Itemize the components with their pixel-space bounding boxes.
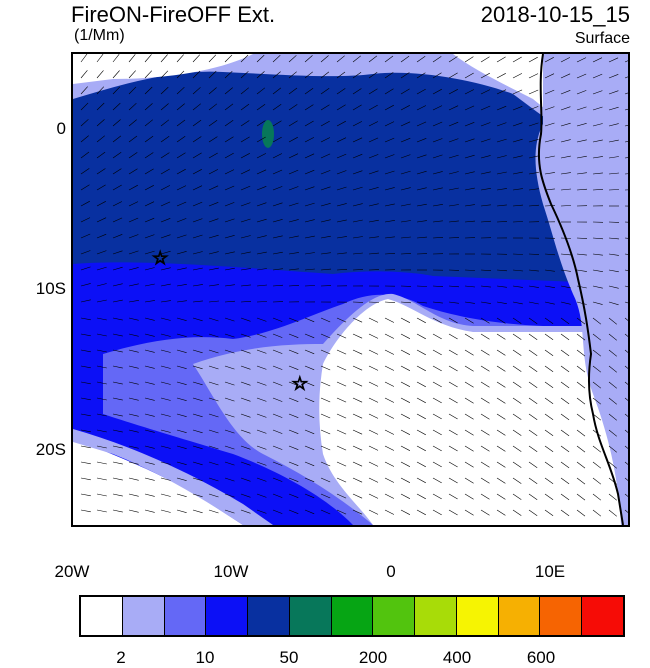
green-patch-1 <box>262 120 274 148</box>
colorbar-box-2 <box>165 597 207 635</box>
colorbar-box-6 <box>332 597 374 635</box>
colorbar-box-5 <box>290 597 332 635</box>
map-field: ☆☆ <box>73 54 628 525</box>
colorbar-box-7 <box>373 597 415 635</box>
lon-label-20w: 20W <box>42 562 102 582</box>
star-marker-2-icon: ☆ <box>292 374 308 395</box>
lat-label-0: 0 <box>16 119 66 139</box>
datetime-label: 2018-10-15_15 <box>481 2 630 28</box>
colorbar-label-400: 400 <box>432 648 482 668</box>
level-label: Surface <box>575 30 630 48</box>
colorbar-box-1 <box>123 597 165 635</box>
map-panel: ☆☆ <box>71 52 630 527</box>
star-marker-1-icon: ☆ <box>152 248 168 269</box>
colorbar-label-2: 2 <box>96 648 146 668</box>
colorbar-label-50: 50 <box>264 648 314 668</box>
lon-label-10w: 10W <box>201 562 261 582</box>
colorbar-box-4 <box>248 597 290 635</box>
plot-title: FireON-FireOFF Ext. <box>71 2 275 28</box>
colorbar-label-200: 200 <box>348 648 398 668</box>
units-label: (1/Mm) <box>74 27 125 45</box>
colorbar-label-600: 600 <box>516 648 566 668</box>
lon-label-0: 0 <box>361 562 421 582</box>
lat-label-10s: 10S <box>16 279 66 299</box>
colorbar-box-8 <box>415 597 457 635</box>
lon-label-10e: 10E <box>520 562 580 582</box>
colorbar-box-11 <box>540 597 582 635</box>
colorbar-box-12 <box>582 597 623 635</box>
colorbar-box-0 <box>81 597 123 635</box>
colorbar <box>79 595 625 637</box>
colorbar-box-3 <box>206 597 248 635</box>
white-plume <box>319 299 628 525</box>
colorbar-box-10 <box>499 597 541 635</box>
lat-label-20s: 20S <box>16 440 66 460</box>
colorbar-label-10: 10 <box>180 648 230 668</box>
colorbar-box-9 <box>457 597 499 635</box>
